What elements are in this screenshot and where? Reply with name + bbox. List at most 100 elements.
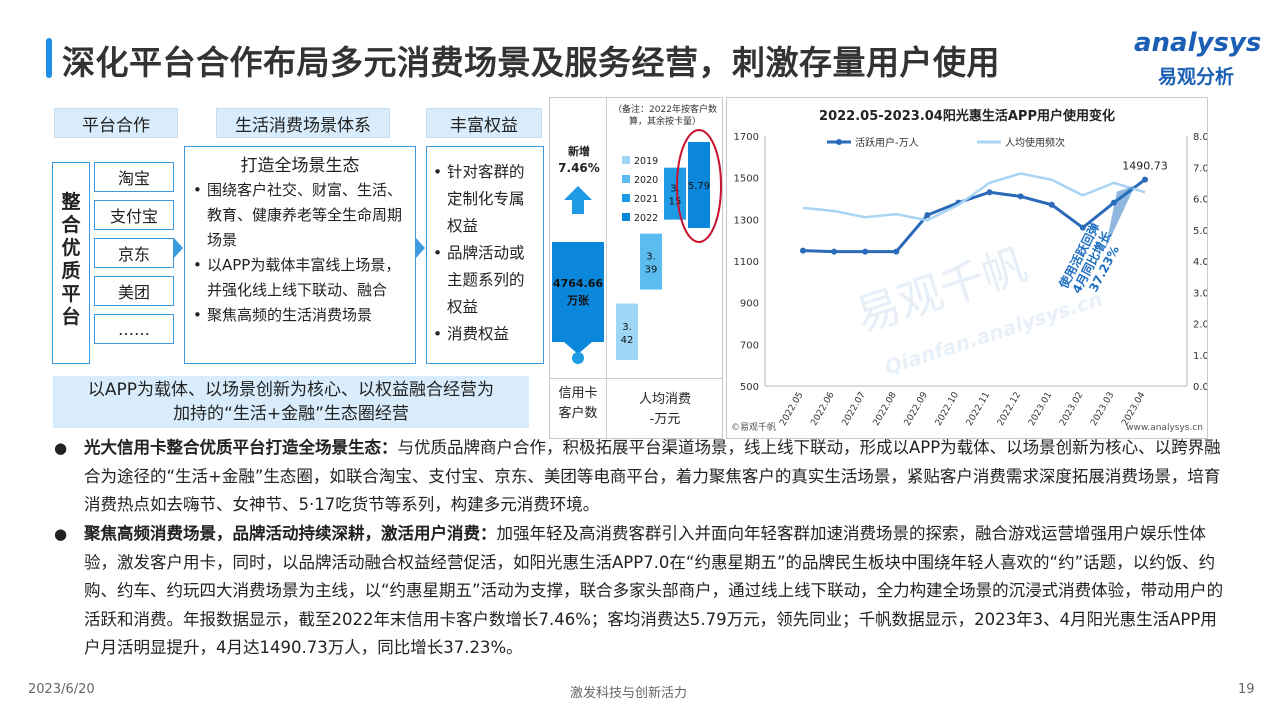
x-tick-label: 2022.10 [934, 390, 961, 427]
header-platform-cooperation: 平台合作 [54, 108, 178, 138]
credit-card-panel: 新增 7.46% 4764.66 万张 信用卡 客户数 （备注：2022年按客户… [549, 97, 723, 439]
scene-list: • 围绕客户社交、财富、生活、教育、健康养老等全生命周期场景 • 以APP为载体丰富… [185, 176, 415, 328]
y-tick-left: 700 [740, 340, 759, 351]
y-tick-right: 1.0 [1193, 351, 1207, 362]
y-tick-right: 8.0 [1193, 132, 1207, 143]
footer-slogan: 激发科技与创新活力 [570, 686, 688, 701]
data-point [831, 248, 838, 255]
app-user-chart: 2022.05-2023.04阳光惠生活APP用户使用变化 活跃用户-万人 人均使用… [726, 97, 1209, 439]
legend-label: 活跃用户-万人 [855, 136, 919, 149]
rights-list: • 针对客群的定制化专属权益 • 品牌活动或主题系列的权益 • 消费权益 [427, 147, 543, 348]
bullet-icon: ● [54, 525, 68, 543]
last-value-label: 1490.73 [1122, 160, 1168, 173]
y-tick-right: 2.0 [1193, 320, 1207, 331]
data-point [800, 247, 806, 254]
arrow-right-icon [174, 238, 183, 258]
header-scene-system: 生活消费场景体系 [216, 108, 390, 138]
platform-taobao: 淘宝 [94, 162, 174, 192]
arrow-right-icon [416, 238, 425, 258]
page-title: 深化平台合作布局多元消费场景及服务经营，刺激存量用户使用 [62, 43, 1000, 82]
page-number: 19 [1238, 682, 1255, 697]
scene-title: 打造全场景生态 [240, 156, 360, 176]
platform-jd: 京东 [94, 238, 174, 268]
rights-box: • 针对客群的定制化专属权益 • 品牌活动或主题系列的权益 • 消费权益 [426, 146, 544, 364]
y-tick-left: 500 [740, 382, 759, 393]
spend-bar-label: 5.79 [688, 181, 710, 192]
x-tick-label: 2023.01 [1027, 391, 1054, 428]
paragraph-1: ● 光大信用卡整合优质平台打造全场景生态：与优质品牌商户合作，积极拓展平台渠道场… [54, 434, 1230, 520]
legend-marker [836, 139, 842, 145]
source-left: ©易观千帆 [731, 421, 776, 433]
title-accent-bar [46, 38, 52, 78]
spend-bar-label: 3. [622, 322, 632, 333]
legend-2020: 2020 [622, 171, 658, 190]
bullet-icon: ● [54, 439, 68, 457]
p1-heading: 光大信用卡整合优质平台打造全场景生态： [84, 438, 398, 457]
legend-2021: 2021 [622, 190, 658, 209]
spend-bar-2020 [640, 233, 662, 290]
chart-note: （备注：2022年按客户数算，其余按卡量） [613, 105, 717, 127]
rights-item: • 消费权益 [433, 325, 510, 343]
x-tick-label: 2023.02 [1058, 391, 1085, 428]
series-line-0 [802, 178, 1146, 254]
spend-bar-label: 42 [621, 335, 634, 346]
spend-waterfall: 3. 42 3. 39 3. 15 5.79 [616, 129, 722, 360]
scene-ecosystem-box: 打造全场景生态 • 围绕客户社交、财富、生活、教育、健康养老等全生命周期场景 • 以… [184, 146, 416, 364]
panel-divider [550, 378, 722, 379]
scene-item: • 围绕客户社交、财富、生活、教育、健康养老等全生命周期场景 [193, 181, 403, 249]
y-tick-left: 900 [740, 299, 759, 310]
platform-meituan: 美团 [94, 276, 174, 306]
summary-line-1: 以APP为载体、以场景创新为核心、以权益融合经营为 [87, 380, 495, 400]
platform-more: …… [94, 314, 174, 344]
scene-item: • 聚焦高频的生活消费场景 [193, 306, 373, 324]
logo-chinese: 易观分析 [1158, 66, 1235, 88]
new-growth-label: 新增 7.46% [558, 145, 600, 175]
scene-item: • 以APP为载体丰富线上场景，并强化线上线下联动、融合 [193, 256, 401, 299]
customer-count-bar: 4764.66 万张 [552, 242, 604, 342]
header-rich-rights: 丰富权益 [426, 108, 542, 138]
paragraph-2: ● 聚焦高频消费场景，品牌活动持续深耕，激活用户消费：加强年轻及高消费客群引入并… [54, 520, 1230, 663]
x-tick-label: 2022.06 [809, 390, 836, 427]
spend-bar-label: 15 [669, 197, 682, 208]
data-point [986, 189, 993, 196]
down-pointer-icon [564, 342, 592, 364]
data-point [893, 248, 900, 255]
x-tick-label: 2022.08 [872, 390, 899, 427]
spend-bar-label: 39 [645, 265, 658, 276]
p2-heading: 聚焦高频消费场景，品牌活动持续深耕，激活用户消费： [84, 524, 497, 543]
spend-bar-2021 [664, 167, 686, 220]
y-tick-left: 1100 [734, 257, 759, 268]
platform-alipay: 支付宝 [94, 200, 174, 230]
data-point [1142, 176, 1148, 183]
p1-body: 与优质品牌商户合作，积极拓展平台渠道场景，线上线下联动，形成以APP为载体、以场… [84, 438, 1221, 514]
up-arrow-icon [564, 186, 592, 214]
y-tick-left: 1300 [734, 215, 759, 226]
label-credit-card-customers: 信用卡 客户数 [558, 386, 598, 421]
x-tick-label: 2023.03 [1089, 391, 1116, 428]
analysys-logo: analysys 易观分析 [1130, 28, 1270, 94]
data-point [1079, 224, 1086, 231]
panel-divider-vertical [606, 98, 607, 438]
x-tick-label: 2022.09 [903, 390, 930, 427]
spend-bar-2022 [688, 142, 710, 228]
x-tick-label: 2022.12 [996, 391, 1023, 428]
highlight-circle [676, 129, 722, 243]
y-tick-right: 6.0 [1193, 195, 1207, 206]
x-tick-label: 2022.11 [965, 391, 992, 428]
legend-label: 人均使用频次 [1005, 136, 1065, 149]
label-per-capita-spend: 人均消费 -万元 [638, 392, 691, 427]
data-point [1048, 201, 1055, 208]
annotation-arrow [1105, 185, 1135, 250]
data-point [862, 248, 869, 255]
y-tick-right: 3.0 [1193, 288, 1207, 299]
spend-legend: 2019 2020 2021 2022 [622, 152, 658, 228]
p2-body: 加强年轻及高消费客群引入并面向年轻客群加速消费场景的探索，融合游戏运营增强用户娱… [84, 524, 1224, 657]
spend-bar-2019 [616, 303, 638, 360]
data-point [924, 212, 931, 219]
y-tick-right: 7.0 [1193, 163, 1207, 174]
data-point [1017, 193, 1024, 200]
x-tick-label: 2022.07 [841, 391, 868, 428]
x-tick-label: 2022.05 [778, 391, 805, 428]
series-line-1 [802, 172, 1146, 222]
